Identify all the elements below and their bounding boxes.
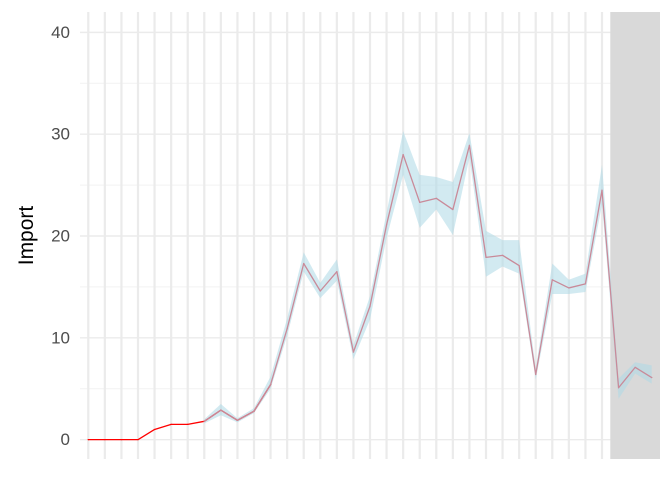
data-point-predicted — [568, 287, 570, 289]
y-tick-label: 30 — [51, 125, 70, 144]
data-point-actual — [104, 439, 106, 441]
data-point-predicted — [501, 254, 504, 256]
data-point-predicted — [220, 409, 222, 411]
shaded-region — [610, 12, 660, 459]
data-point-actual — [120, 439, 123, 441]
data-point-predicted — [269, 384, 272, 386]
data-point-predicted — [385, 224, 388, 226]
data-point-predicted — [402, 153, 404, 156]
data-point-actual — [153, 428, 156, 431]
data-point-predicted — [369, 305, 371, 307]
data-point-predicted — [352, 351, 355, 353]
data-point-predicted — [634, 366, 636, 368]
shaded-forecast-region — [610, 12, 660, 459]
data-point-predicted — [419, 201, 421, 204]
data-point-actual — [170, 423, 172, 425]
data-point-predicted — [435, 197, 437, 199]
y-tick-label: 20 — [51, 227, 70, 246]
data-point-predicted — [236, 419, 239, 421]
data-point-predicted — [203, 420, 205, 422]
y-axis-title: Import — [15, 206, 38, 266]
data-point-predicted — [617, 387, 620, 389]
data-point-predicted — [452, 208, 454, 211]
data-point-predicted — [518, 264, 520, 267]
y-tick-label: 10 — [51, 328, 70, 347]
x-gridlines — [87, 12, 653, 459]
series-line-predicted — [203, 144, 653, 422]
series-line-actual — [87, 384, 272, 441]
data-point-predicted — [468, 144, 471, 146]
data-point-predicted — [286, 328, 288, 330]
data-point-actual — [137, 439, 139, 441]
data-point-actual — [187, 423, 189, 425]
data-point-predicted — [485, 256, 487, 258]
data-point-predicted — [601, 189, 603, 191]
data-point-predicted — [319, 290, 321, 292]
data-point-predicted — [253, 410, 255, 412]
data-point-predicted — [535, 373, 537, 376]
data-point-actual — [87, 439, 89, 441]
series-lines — [87, 144, 653, 441]
data-point-predicted — [303, 262, 305, 265]
y-tick-label: 0 — [61, 430, 70, 449]
data-point-predicted — [336, 271, 338, 273]
data-point-predicted — [551, 279, 553, 281]
data-point-predicted — [651, 376, 653, 379]
y-tick-label: 40 — [51, 23, 70, 42]
data-point-predicted — [584, 283, 587, 285]
y-axis-tick-labels: 0 10 20 30 40 — [51, 23, 70, 449]
